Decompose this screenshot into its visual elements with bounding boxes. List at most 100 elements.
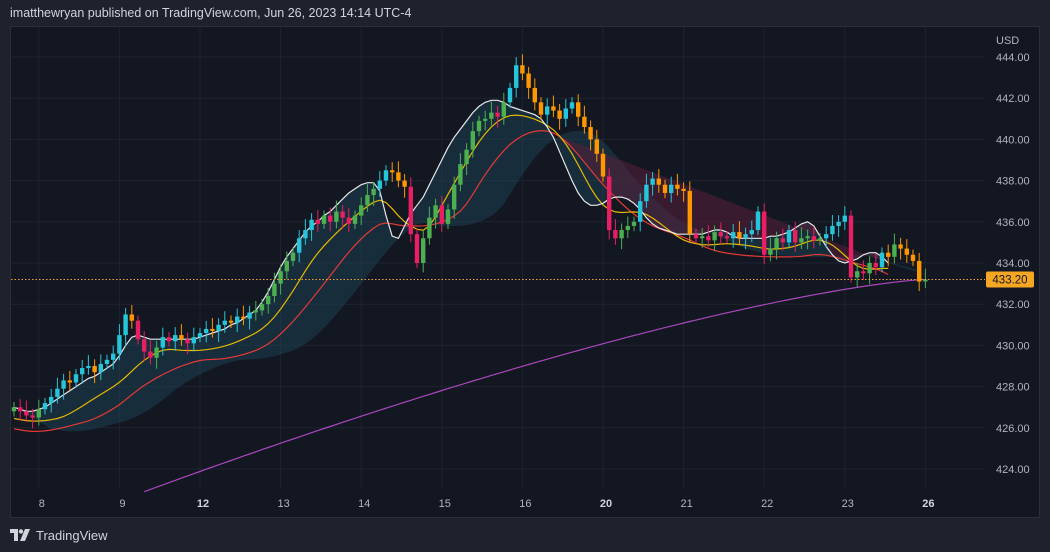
candle-body — [836, 221, 841, 226]
candle-body — [241, 316, 246, 319]
candle-body — [576, 102, 581, 117]
candle-body — [805, 236, 810, 239]
candle-body — [284, 260, 289, 272]
candle-body — [631, 221, 637, 226]
ema-ribbon-fill — [14, 100, 926, 432]
candle-body — [67, 380, 72, 383]
candle-body — [191, 337, 196, 344]
candle-body — [700, 236, 705, 239]
price-tick-label: 438.00 — [996, 176, 1030, 188]
candle-body — [824, 234, 829, 239]
currency-label: USD — [996, 35, 1019, 47]
candle-body — [92, 366, 97, 373]
price-tick-label: 434.00 — [996, 258, 1030, 270]
candle-body — [30, 415, 35, 418]
candle-body — [532, 87, 537, 103]
candle-body — [247, 312, 252, 319]
candle-body — [675, 184, 680, 189]
candle-body — [297, 238, 302, 253]
brand-name[interactable]: TradingView — [36, 527, 108, 543]
candle-body — [625, 225, 630, 231]
candle-body — [718, 232, 723, 237]
candle-body — [923, 279, 928, 282]
time-tick-label: 26 — [922, 498, 934, 510]
candle-body — [501, 102, 506, 117]
candle-body — [470, 131, 475, 150]
candle-body — [799, 238, 804, 243]
candle-body — [365, 195, 370, 206]
candle-body — [545, 106, 550, 115]
long-moving-average-line — [143, 278, 926, 493]
price-tick-label: 440.00 — [996, 134, 1030, 146]
candle-body — [427, 217, 432, 239]
candle-body — [842, 215, 847, 222]
candle-body — [910, 254, 916, 261]
candle-body — [483, 118, 488, 121]
candle-body — [644, 184, 649, 202]
candle-body — [173, 335, 178, 342]
candle-body — [774, 238, 779, 249]
candle-body — [706, 236, 711, 241]
attribution-bar: imatthewryan published on TradingView.co… — [0, 0, 1050, 26]
time-tick-label: 16 — [519, 498, 531, 510]
candle-body — [892, 244, 897, 257]
candle-body — [476, 120, 482, 132]
candle-body — [817, 238, 823, 241]
candle-body — [873, 263, 878, 268]
candle-body — [569, 102, 575, 109]
price-tick-label: 428.00 — [996, 382, 1030, 394]
candle-body — [148, 351, 153, 358]
candle-body — [514, 65, 519, 88]
candle-body — [830, 225, 835, 235]
candle-body — [321, 215, 327, 224]
candle-body — [588, 127, 593, 140]
candle-body — [638, 201, 643, 222]
candle-body — [613, 230, 618, 239]
price-tick-label: 426.00 — [996, 423, 1030, 435]
candle-body — [439, 205, 444, 224]
candle-body — [36, 409, 41, 418]
candle-body — [259, 304, 265, 311]
candle-body — [669, 184, 674, 193]
candle-body — [495, 112, 500, 117]
candle-body — [197, 333, 203, 338]
candle-body — [210, 328, 215, 331]
candle-body — [594, 139, 599, 154]
candle-body — [80, 368, 85, 375]
time-tick-label: 12 — [197, 498, 209, 510]
candle-body — [346, 217, 351, 224]
time-tick-label: 15 — [439, 498, 451, 510]
candle-body — [166, 337, 172, 342]
candle-body — [452, 184, 457, 210]
price-tick-label: 430.00 — [996, 340, 1030, 352]
footer: TradingView — [10, 526, 108, 544]
ema-mid-line — [13, 114, 889, 422]
candle-body — [117, 335, 122, 354]
candle-body — [737, 232, 742, 239]
candle-body — [290, 252, 296, 261]
candle-body — [111, 353, 116, 360]
candle-body — [551, 106, 556, 111]
candle-body — [414, 234, 420, 263]
time-tick-label: 9 — [119, 498, 125, 510]
candle-body — [179, 335, 184, 340]
candle-body — [235, 316, 240, 323]
candle-body — [352, 215, 358, 224]
price-tick-label: 444.00 — [996, 52, 1030, 64]
candle-body — [743, 234, 748, 239]
candle-body — [855, 271, 860, 278]
time-tick-label: 8 — [39, 498, 45, 510]
candle-body — [123, 314, 128, 336]
candle-body — [433, 205, 438, 218]
candle-body — [768, 248, 773, 255]
candle-body — [712, 232, 717, 241]
candle-body — [334, 211, 339, 222]
tradingview-logo-icon[interactable] — [10, 529, 30, 541]
candle-body — [861, 271, 866, 274]
candle-body — [278, 271, 283, 284]
candle-body — [917, 260, 922, 282]
candle-body — [762, 211, 767, 255]
candle-body — [879, 252, 885, 268]
candle-body — [786, 230, 792, 243]
